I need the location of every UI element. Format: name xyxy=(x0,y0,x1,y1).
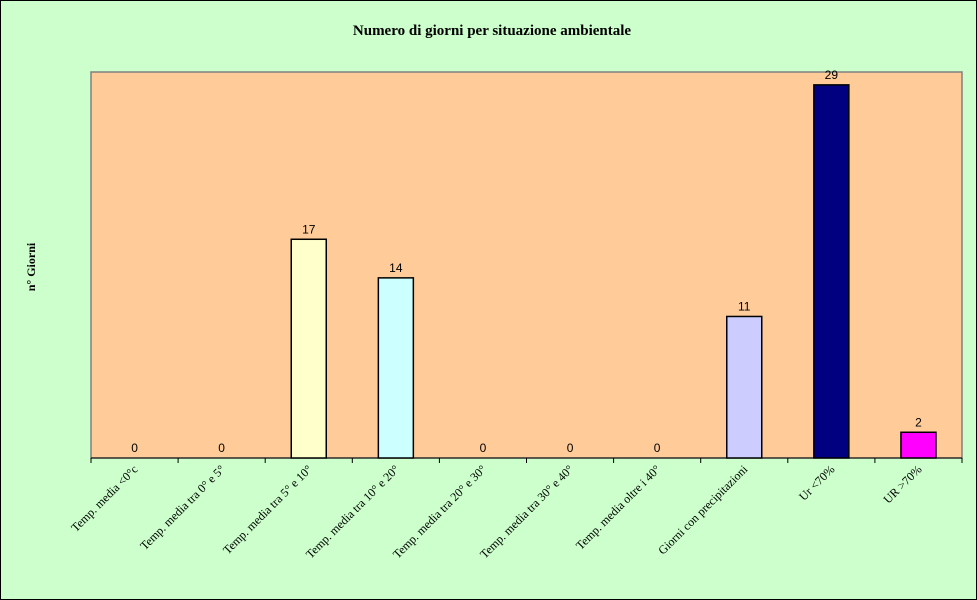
bar xyxy=(726,315,763,459)
x-tick-label: UR >70% xyxy=(880,462,924,506)
y-axis-label: n° Giorni xyxy=(24,242,38,291)
data-label: 0 xyxy=(218,441,225,455)
x-tick-label: Temp. media <0°c xyxy=(68,462,140,534)
x-tick-label: Temp. media tra 20° e 30° xyxy=(390,462,489,561)
data-label: 0 xyxy=(654,441,661,455)
data-label: 0 xyxy=(567,441,574,455)
data-label: 2 xyxy=(915,415,922,429)
x-tick-label: Temp. media tra 10° e 20° xyxy=(303,462,402,561)
bar xyxy=(377,277,415,459)
data-label: 11 xyxy=(738,299,751,313)
x-tick-label: Temp. media oltre i 40° xyxy=(573,462,663,552)
x-tick-label: Temp. media tra 0° e 5° xyxy=(137,462,228,553)
data-label: 14 xyxy=(389,261,403,275)
bars-layer: 0 0 17 14 0 0 0 11 29 2 xyxy=(131,68,937,459)
x-tick-label: Temp. media tra 30° e 40° xyxy=(477,462,576,561)
data-label: 0 xyxy=(131,441,138,455)
x-tick-label: Temp. media tra 5° e 10° xyxy=(220,462,315,557)
chart-title: Numero di giorni per situazione ambienta… xyxy=(353,23,632,39)
bar xyxy=(813,84,850,459)
data-label: 0 xyxy=(480,441,487,455)
x-tick-label: Giorni con precipitazioni xyxy=(655,462,751,558)
bar xyxy=(900,431,937,459)
x-tick-label: Ur <70% xyxy=(796,462,837,503)
data-label: 29 xyxy=(825,68,839,82)
bar xyxy=(290,238,327,459)
data-label: 17 xyxy=(302,222,316,236)
